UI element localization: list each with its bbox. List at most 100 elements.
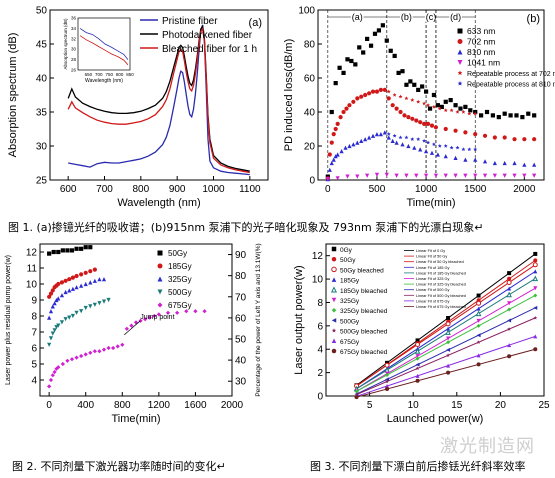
fig3-caption: 图 3. 不同剂量下漂白前后掺铥光纤斜率效率 <box>310 460 526 473</box>
legend-label: 500Gy bleached <box>340 329 388 336</box>
data-point <box>443 143 448 148</box>
data-point <box>51 249 56 255</box>
y-tick-label: 25 <box>36 176 48 187</box>
data-point <box>69 248 75 253</box>
data-point <box>455 109 460 114</box>
data-point <box>476 362 481 367</box>
data-point <box>507 327 511 331</box>
data-point <box>175 310 180 315</box>
data-point <box>443 173 448 178</box>
inset-y-tick-label: 34 <box>71 26 77 31</box>
data-point <box>467 147 472 152</box>
data-point <box>48 336 54 341</box>
data-point <box>366 91 372 96</box>
data-point <box>83 305 88 311</box>
data-point <box>423 149 429 154</box>
data-point <box>507 286 512 291</box>
data-point <box>355 140 360 145</box>
data-point <box>507 276 512 281</box>
x-tick-label: 500 <box>369 184 386 195</box>
data-point <box>65 358 70 363</box>
data-point <box>106 297 111 303</box>
legend-label: Photodarkened fiber <box>162 30 253 41</box>
data-point <box>423 89 429 94</box>
data-point <box>433 125 439 130</box>
data-point <box>482 173 488 178</box>
data-point <box>59 280 65 285</box>
data-point <box>83 270 88 275</box>
data-point <box>404 82 409 87</box>
y2-tick-label: 50 <box>235 335 247 346</box>
y-tick-label: 8 <box>31 312 37 323</box>
data-point <box>432 104 436 109</box>
data-point <box>65 248 70 253</box>
data-point <box>422 101 427 106</box>
region-label: (d) <box>450 12 461 22</box>
data-point <box>59 293 65 298</box>
data-point <box>435 152 440 157</box>
data-point <box>476 323 481 328</box>
legend-label: Bleached fiber for 1 h <box>162 44 257 55</box>
data-point <box>386 132 391 136</box>
data-point <box>388 48 393 53</box>
data-point <box>347 103 352 108</box>
data-point <box>88 245 93 250</box>
data-point <box>83 281 88 287</box>
legend-label: 325Gy bleached <box>340 308 388 315</box>
x-tick-label: 2000 <box>221 400 244 411</box>
data-point <box>479 113 484 118</box>
legend-marker <box>331 297 337 303</box>
data-point <box>83 245 88 250</box>
legend-label: 675Gy <box>168 301 192 310</box>
legend-marker <box>157 302 163 308</box>
data-point <box>502 135 507 140</box>
plot-frame <box>39 243 233 397</box>
x-tick-label: 25 <box>538 400 550 411</box>
data-point <box>476 300 482 306</box>
y-tick-label: 6 <box>317 321 323 332</box>
data-point <box>374 132 380 137</box>
data-point <box>507 301 512 306</box>
data-point <box>88 280 93 285</box>
data-point <box>56 249 61 255</box>
data-point <box>507 318 512 323</box>
y-tick-label: 9 <box>31 296 37 307</box>
x-tick-label: 900 <box>169 184 186 195</box>
legend-marker <box>157 289 163 295</box>
legend-marker <box>457 28 463 34</box>
data-point <box>74 273 79 279</box>
legend-label: Repeatable process at 810 nm <box>467 82 555 89</box>
data-point <box>406 115 411 120</box>
inset-y-tick-label: 28 <box>71 57 77 62</box>
fit-legend-label: Linear Fit of 325 Gy bleached <box>416 283 466 287</box>
inset-x-tick-label: 650 <box>85 72 93 77</box>
x-tick-label: 400 <box>77 400 94 411</box>
y-tick-label: 100 <box>298 6 315 17</box>
y2-axis-label: Percentage of the power of Left Y axis a… <box>255 243 262 396</box>
data-point <box>443 154 448 159</box>
data-point <box>415 373 420 378</box>
data-point <box>448 98 453 103</box>
legend-label: 633 nm <box>467 26 495 36</box>
data-point <box>463 104 468 109</box>
data-point <box>56 296 61 301</box>
data-point <box>415 366 420 370</box>
data-point <box>482 133 488 138</box>
data-point <box>443 108 448 112</box>
legend-marker <box>331 328 337 333</box>
inset-x-tick-label: 800 <box>116 72 124 77</box>
inset-y-tick-label: 30 <box>71 47 77 52</box>
data-point <box>79 272 84 277</box>
data-point <box>404 173 409 178</box>
data-point <box>532 113 537 118</box>
data-point <box>458 106 463 111</box>
data-point <box>496 115 501 120</box>
data-point <box>97 277 102 282</box>
data-point <box>404 96 409 101</box>
data-point <box>473 157 478 162</box>
data-point <box>384 172 389 177</box>
legend-label: Pristine fiber <box>162 16 218 27</box>
y-tick-label: 2 <box>317 368 323 379</box>
data-point <box>378 87 383 92</box>
data-point <box>532 162 537 167</box>
